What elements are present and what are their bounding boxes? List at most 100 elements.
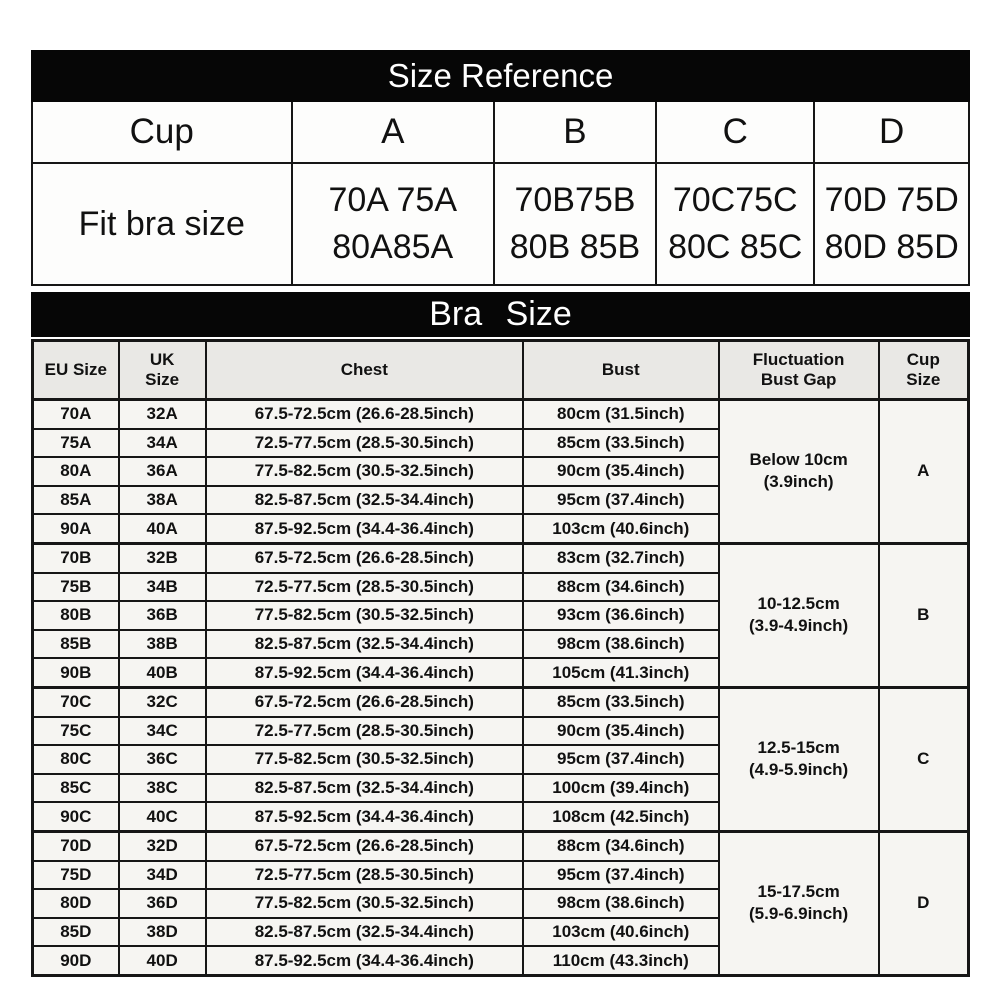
cell-chest: 67.5-72.5cm (26.6-28.5inch): [204, 541, 524, 574]
header-fluctuation-line2: Bust Gap: [760, 370, 837, 389]
fit-values-c: 70C75C 80C 85C: [655, 162, 816, 286]
fit-values-d: 70D 75D 80D 85D: [813, 162, 970, 286]
cell-eu-size: 75A: [31, 427, 120, 459]
fluctuation-a-line1: Below 10cm: [749, 450, 848, 470]
cell-chest: 72.5-77.5cm (28.5-30.5inch): [204, 859, 524, 891]
table-row-85b: 85B 38B 82.5-87.5cm (32.5-34.4inch) 98cm…: [31, 628, 969, 660]
table-row-90d: 90D 40D 87.5-92.5cm (34.4-36.4inch) 110c…: [31, 945, 969, 977]
cell-chest: 82.5-87.5cm (32.5-34.4inch): [204, 772, 524, 804]
fit-c-line1: 70C75C: [672, 181, 798, 219]
header-chest-label: Chest: [340, 360, 388, 379]
cell-uk-size: 36B: [117, 600, 207, 631]
cell-chest: 87.5-92.5cm (34.4-36.4inch): [204, 513, 524, 545]
header-eu-size-label: EU Size: [44, 360, 107, 379]
cell-eu-size: 80B: [31, 600, 120, 631]
table-row-70d: 70D 32D 67.5-72.5cm (26.6-28.5inch) 88cm…: [31, 829, 970, 977]
cell-chest: 87.5-92.5cm (34.4-36.4inch): [204, 945, 524, 977]
cell-bust: 90cm (35.4inch): [521, 456, 720, 487]
fit-c-line2: 80C 85C: [668, 228, 803, 266]
cell-chest: 67.5-72.5cm (26.6-28.5inch): [204, 685, 524, 718]
fit-row-label: Fit bra size: [31, 162, 293, 286]
fluctuation-a-line2: (3.9inch): [763, 472, 834, 492]
cell-bust: 80cm (31.5inch): [521, 397, 720, 430]
fluctuation-b-line1: 10-12.5cm: [757, 594, 840, 614]
fit-bra-size-row: Fit bra size 70A 75A 80A85A 70B75B 80B 8…: [31, 162, 970, 286]
cell-chest: 82.5-87.5cm (32.5-34.4inch): [204, 484, 524, 516]
cell-chest: 82.5-87.5cm (32.5-34.4inch): [204, 916, 524, 948]
cell-chest: 67.5-72.5cm (26.6-28.5inch): [204, 829, 524, 862]
cell-bust: 85cm (33.5inch): [521, 427, 720, 459]
cell-uk-size: 36C: [117, 744, 207, 775]
size-chart-page: Size Reference Cup A B C D Fit bra size …: [31, 50, 970, 977]
cell-eu-size: 75B: [31, 571, 120, 603]
cup-row-label: Cup: [31, 100, 293, 164]
table-row-90b: 90B 40B 87.5-92.5cm (34.4-36.4inch) 105c…: [31, 657, 969, 689]
cell-fluctuation-b: 10-12.5cm (3.9-4.9inch): [717, 541, 880, 689]
header-fluctuation-line1: Fluctuation: [752, 350, 845, 369]
table-row-85d: 85D 38D 82.5-87.5cm (32.5-34.4inch) 103c…: [31, 916, 969, 948]
cell-eu-size: 70A: [31, 397, 120, 430]
cell-fluctuation-a: Below 10cm (3.9inch): [717, 398, 880, 545]
cell-bust: 110cm (43.3inch): [521, 945, 720, 977]
table-row-85a: 85A 38A 82.5-87.5cm (32.5-34.4inch) 95cm…: [31, 484, 969, 516]
table-row-70c: 70C 32C 67.5-72.5cm (26.6-28.5inch) 85cm…: [31, 685, 970, 833]
cell-eu-size: 85D: [31, 916, 120, 948]
cell-chest: 77.5-82.5cm (30.5-32.5inch): [204, 600, 524, 631]
cell-eu-size: 75D: [31, 859, 120, 891]
cell-uk-size: 40B: [117, 657, 207, 689]
cell-uk-size: 36A: [117, 456, 207, 487]
cell-eu-size: 70B: [31, 541, 120, 574]
cell-uk-size: 34D: [117, 859, 207, 891]
header-uk-size-line1: UK: [149, 350, 175, 369]
cell-cup-a: A: [877, 398, 970, 545]
header-uk-size: UK Size: [117, 339, 207, 401]
fluctuation-d-line2: (5.9-6.9inch): [749, 904, 849, 924]
cell-cup-c: C: [877, 685, 970, 833]
cell-bust: 95cm (37.4inch): [521, 859, 720, 891]
fit-b-line2: 80B 85B: [509, 228, 641, 266]
fluctuation-b-line2: (3.9-4.9inch): [749, 616, 849, 636]
cell-eu-size: 80C: [31, 744, 120, 775]
cell-cup-d: D: [877, 829, 970, 977]
table-row-90c: 90C 40C 87.5-92.5cm (34.4-36.4inch) 108c…: [31, 801, 969, 833]
fluctuation-c-line1: 12.5-15cm: [757, 738, 840, 758]
fit-values-b: 70B75B 80B 85B: [492, 162, 658, 286]
cell-chest: 77.5-82.5cm (30.5-32.5inch): [204, 888, 524, 919]
cell-uk-size: 32C: [117, 685, 207, 718]
header-bust: Bust: [521, 339, 720, 401]
header-uk-size-line2: Size: [145, 370, 180, 389]
cell-chest: 82.5-87.5cm (32.5-34.4inch): [204, 628, 524, 660]
cup-column-b: B: [492, 100, 658, 164]
cell-uk-size: 36D: [117, 888, 207, 919]
table-row-75d: 75D 34D 72.5-77.5cm (28.5-30.5inch) 95cm…: [31, 859, 969, 891]
header-eu-size: EU Size: [31, 339, 120, 401]
cell-bust: 98cm (38.6inch): [521, 888, 720, 919]
table-row-80c: 80C 36C 77.5-82.5cm (30.5-32.5inch) 95cm…: [31, 744, 969, 775]
table-row-70b: 70B 32B 67.5-72.5cm (26.6-28.5inch) 83cm…: [31, 541, 970, 689]
header-cup-size-line2: Size: [906, 370, 941, 389]
table-row-70a: 70A 32A 67.5-72.5cm (26.6-28.5inch) 80cm…: [31, 397, 970, 545]
fit-b-line1: 70B75B: [514, 181, 636, 219]
cell-eu-size: 70D: [31, 829, 120, 862]
size-reference-table: Size Reference Cup A B C D Fit bra size …: [31, 50, 970, 286]
table-row-75b: 75B 34B 72.5-77.5cm (28.5-30.5inch) 88cm…: [31, 571, 969, 603]
cup-column-a: A: [290, 100, 495, 164]
cell-chest: 67.5-72.5cm (26.6-28.5inch): [204, 397, 524, 430]
cell-bust: 95cm (37.4inch): [521, 744, 720, 775]
cell-uk-size: 32A: [117, 397, 207, 430]
cell-uk-size: 34B: [117, 571, 207, 603]
cell-uk-size: 40C: [117, 801, 207, 833]
fit-a-line1: 70A 75A: [328, 181, 458, 219]
fit-d-line1: 70D 75D: [824, 181, 959, 219]
cell-bust: 88cm (34.6inch): [521, 829, 720, 862]
bra-size-title: Bra Size: [31, 292, 970, 337]
cell-eu-size: 90D: [31, 945, 120, 977]
cell-bust: 95cm (37.4inch): [521, 484, 720, 516]
cup-column-c: C: [655, 100, 816, 164]
cell-uk-size: 40D: [117, 945, 207, 977]
cell-bust: 100cm (39.4inch): [521, 772, 720, 804]
table-row-80b: 80B 36B 77.5-82.5cm (30.5-32.5inch) 93cm…: [31, 600, 969, 631]
cell-bust: 98cm (38.6inch): [521, 628, 720, 660]
cell-uk-size: 38D: [117, 916, 207, 948]
fit-a-line2: 80A85A: [332, 228, 454, 266]
